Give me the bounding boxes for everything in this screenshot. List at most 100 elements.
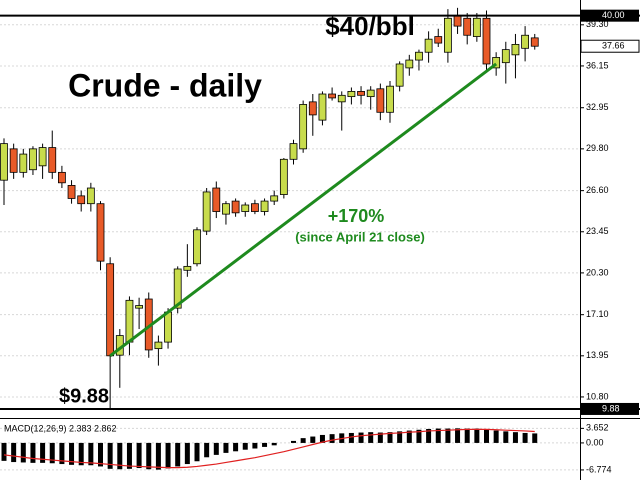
candle-body — [521, 34, 529, 49]
macd-bar — [98, 442, 103, 467]
macd-bar — [435, 428, 441, 443]
candle-body — [193, 229, 201, 265]
macd-bar — [493, 430, 499, 443]
candle-body — [231, 200, 240, 214]
macd-bar — [474, 428, 480, 443]
macd-bar — [387, 432, 393, 443]
macd-bar — [20, 442, 26, 463]
candle-body — [77, 195, 86, 205]
macd-bar — [445, 428, 451, 443]
macd-bar — [252, 442, 258, 449]
candle-body — [366, 89, 375, 98]
y-tick-label: 32.95 — [586, 102, 609, 112]
macd-title: MACD(12,26,9) 2.383 2.862 — [4, 423, 117, 433]
candle-body — [67, 185, 76, 199]
candle-body — [86, 187, 95, 205]
candle-body — [0, 143, 8, 181]
y-tick-label: 39.30 — [586, 19, 609, 29]
macd-bar — [126, 442, 132, 469]
macd-bar — [1, 442, 7, 461]
macd-bar — [406, 430, 412, 443]
macd-bar — [107, 442, 113, 469]
candle-body — [260, 200, 269, 212]
last-price-label: 37.66 — [602, 41, 625, 51]
annotation: +170% — [328, 206, 385, 226]
macd-bar — [184, 442, 190, 465]
macd-bar — [368, 432, 374, 443]
macd-bar — [49, 442, 55, 464]
candle-body — [395, 63, 404, 87]
last-price-box — [580, 39, 640, 53]
candle-body — [125, 299, 134, 343]
macd-bar — [88, 442, 94, 466]
macd-bar — [165, 442, 171, 469]
candle-body — [173, 268, 182, 309]
candle-body — [405, 59, 414, 69]
candle-body — [250, 203, 259, 212]
candle-body — [202, 191, 211, 232]
macd-bar — [426, 428, 432, 443]
macd-bar — [30, 442, 36, 463]
macd-bar — [329, 434, 335, 443]
macd-bar — [213, 442, 219, 455]
candle-body — [299, 104, 308, 150]
price-label: 9.88 — [602, 403, 620, 413]
candle-body — [328, 93, 337, 99]
macd-bar — [194, 442, 200, 462]
macd-bar — [262, 442, 268, 447]
candle-body — [415, 51, 423, 61]
candle-body — [482, 17, 491, 65]
candle-body — [443, 17, 452, 53]
macd-bar — [319, 434, 325, 443]
candle-body — [511, 43, 520, 56]
y-tick-label: 20.30 — [586, 267, 609, 277]
macd-bar — [40, 442, 46, 463]
candle-body — [222, 203, 230, 215]
candle-body — [29, 148, 37, 171]
y-tick-label: 29.80 — [586, 143, 609, 153]
candle-body — [212, 187, 221, 212]
candle-body — [357, 91, 365, 96]
candle-body — [96, 203, 105, 262]
candle-body — [154, 341, 163, 350]
candle-body — [58, 171, 66, 184]
candle-body — [347, 91, 356, 98]
macd-bar — [233, 442, 239, 452]
macd-bar — [242, 442, 248, 450]
macd-bar — [484, 429, 489, 443]
candle-body — [492, 57, 501, 69]
macd-bar — [155, 442, 161, 470]
macd-bar — [78, 442, 84, 466]
macd-bar — [271, 442, 277, 446]
candle-body — [501, 49, 510, 64]
macd-bar — [223, 442, 229, 453]
chart-title: Crude - daily — [68, 67, 262, 103]
candle-body — [164, 311, 172, 343]
candle-body — [48, 147, 57, 173]
macd-bar — [377, 432, 383, 443]
macd-bar — [397, 431, 403, 443]
macd-bar — [348, 432, 354, 443]
y-tick-label: 23.45 — [586, 226, 609, 236]
candle-body — [106, 263, 115, 357]
macd-bar — [11, 442, 17, 463]
macd-bar — [204, 442, 210, 458]
candle-body — [183, 265, 192, 271]
candle-body — [308, 101, 317, 116]
macd-bar — [59, 442, 65, 465]
y-tick-label: 10.80 — [586, 391, 609, 401]
macd-bar — [512, 432, 518, 443]
candle-body — [279, 158, 288, 195]
price-box — [581, 9, 639, 22]
candle-body — [530, 37, 539, 47]
macd-bar — [136, 442, 142, 469]
candle-body — [241, 204, 250, 212]
y-tick-label: -6.774 — [586, 464, 612, 474]
candle-body — [386, 85, 394, 113]
macd-bar — [291, 440, 296, 443]
candle-body — [472, 17, 481, 37]
candle-body — [289, 143, 298, 160]
